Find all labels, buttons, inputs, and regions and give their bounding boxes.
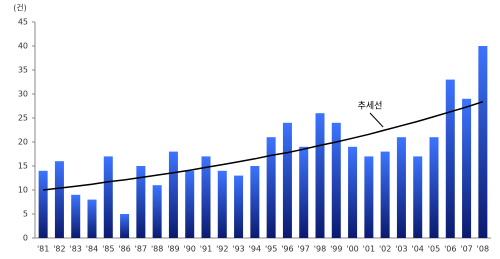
bar (54, 161, 64, 238)
bar (217, 170, 227, 238)
bar (234, 175, 244, 238)
bar (87, 199, 97, 238)
x-tick-label: '02 (379, 245, 391, 254)
bar (380, 151, 390, 238)
bar (413, 156, 423, 238)
x-tick-label: '84 (86, 245, 98, 254)
bar (185, 170, 195, 238)
x-tick-label: '94 (249, 245, 261, 254)
bar (136, 166, 146, 238)
x-tick-label: '87 (135, 245, 147, 254)
bar (168, 151, 178, 238)
x-tick-label: '88 (151, 245, 163, 254)
x-tick-label: '97 (298, 245, 310, 254)
bar (266, 137, 276, 238)
bar (152, 185, 162, 238)
x-tick-label: '04 (412, 245, 424, 254)
bar (250, 166, 260, 238)
x-tick-label: '86 (118, 245, 130, 254)
x-tick-label: '07 (460, 245, 472, 254)
bar (429, 137, 439, 238)
x-tick-label: '05 (428, 245, 440, 254)
y-tick-label: 35 (18, 66, 28, 75)
y-tick-label: 15 (18, 162, 28, 171)
y-tick-label: 5 (23, 210, 28, 219)
bar (348, 146, 358, 238)
bar (282, 122, 292, 238)
bar (396, 137, 406, 238)
x-tick-label: '92 (216, 245, 228, 254)
bar (445, 79, 455, 238)
bar (462, 98, 472, 238)
bar (38, 170, 48, 238)
x-tick-label: '85 (102, 245, 114, 254)
x-tick-label: '06 (444, 245, 456, 254)
x-tick-label: '89 (167, 245, 179, 254)
x-tick-label: '81 (37, 245, 49, 254)
x-tick-label: '00 (346, 245, 358, 254)
bar (299, 146, 309, 238)
x-tick-label: '98 (314, 245, 326, 254)
x-tick-label: '93 (232, 245, 244, 254)
bar (478, 46, 488, 238)
bar (201, 156, 211, 238)
y-tick-label: 0 (23, 234, 28, 243)
bar (103, 156, 113, 238)
trend-label: 추세선 (358, 101, 383, 112)
y-tick-label: 45 (18, 18, 28, 27)
x-tick-label: '99 (330, 245, 342, 254)
unit-label: (건) (13, 3, 27, 13)
bar (364, 156, 374, 238)
x-tick-label: '03 (395, 245, 407, 254)
y-tick-label: 10 (18, 186, 28, 195)
x-tick-label: '82 (53, 245, 65, 254)
bar (120, 214, 130, 238)
x-tick-label: '96 (281, 245, 293, 254)
y-tick-label: 25 (18, 114, 28, 123)
y-tick-label: 20 (18, 138, 28, 147)
x-tick-label: '01 (363, 245, 375, 254)
y-tick-label: 30 (18, 90, 28, 99)
bar (315, 113, 325, 238)
trend-line (43, 100, 484, 191)
bar (331, 122, 341, 238)
x-tick-label: '08 (477, 245, 489, 254)
x-tick-label: '90 (184, 245, 196, 254)
bar (71, 194, 81, 238)
x-tick-label: '95 (265, 245, 277, 254)
trend-pointer (369, 112, 384, 128)
x-tick-label: '91 (200, 245, 212, 254)
x-tick-label: '83 (70, 245, 82, 254)
y-tick-label: 40 (18, 42, 28, 51)
